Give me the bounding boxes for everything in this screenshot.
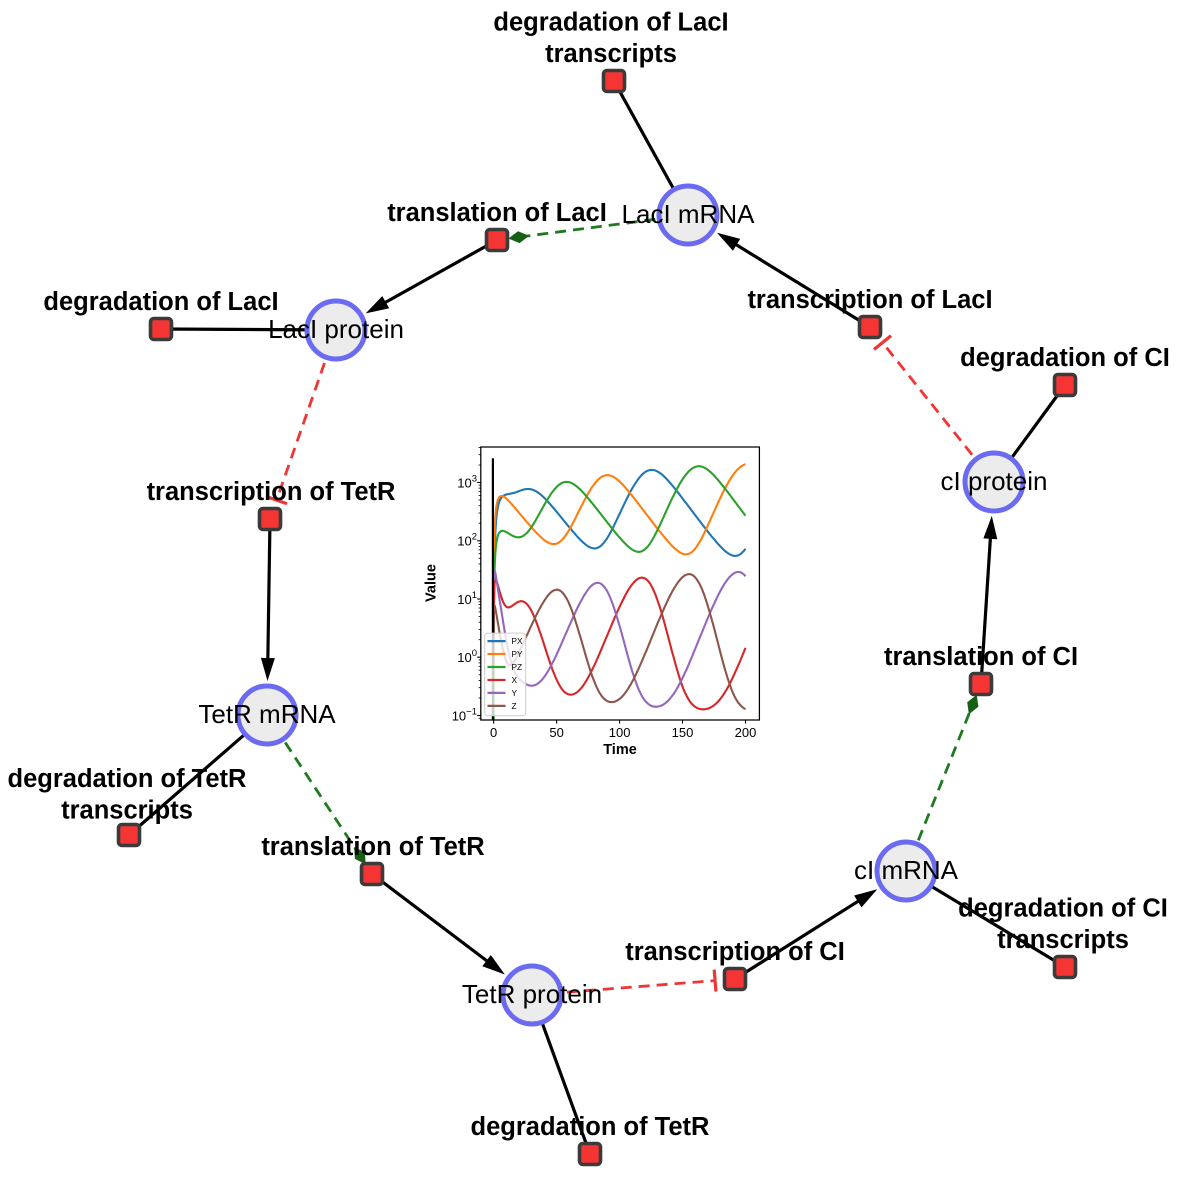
svg-text:transcription of CI: transcription of CI [625,938,845,966]
svg-text:cI protein: cI protein [941,466,1048,496]
svg-text:Y: Y [512,688,518,698]
svg-text:X: X [512,675,518,685]
svg-text:transcription of LacI: transcription of LacI [747,286,992,314]
svg-text:Time: Time [603,742,637,758]
svg-text:translation of TetR: translation of TetR [261,833,484,861]
svg-text:50: 50 [549,725,563,740]
svg-text:transcripts: transcripts [997,926,1129,954]
svg-text:PX: PX [512,636,524,646]
svg-text:degradation of CI: degradation of CI [958,895,1168,923]
svg-text:200: 200 [735,725,757,740]
svg-text:translation of LacI: translation of LacI [387,199,607,227]
svg-text:LacI protein: LacI protein [268,314,404,344]
svg-text:Z: Z [512,701,517,711]
svg-text:degradation of CI: degradation of CI [960,344,1170,372]
svg-text:LacI mRNA: LacI mRNA [622,199,756,229]
svg-text:PY: PY [512,649,524,659]
svg-text:TetR mRNA: TetR mRNA [198,699,336,729]
svg-text:transcripts: transcripts [61,797,193,825]
svg-text:degradation of TetR: degradation of TetR [471,1113,710,1141]
svg-text:0: 0 [490,725,497,740]
svg-text:degradation of LacI: degradation of LacI [493,9,728,37]
svg-text:150: 150 [672,725,694,740]
svg-text:100: 100 [609,725,631,740]
svg-text:transcripts: transcripts [545,40,677,68]
svg-text:TetR protein: TetR protein [462,979,602,1009]
svg-text:transcription of TetR: transcription of TetR [147,478,396,506]
svg-text:degradation of LacI: degradation of LacI [43,288,278,316]
svg-text:cI mRNA: cI mRNA [854,855,959,885]
svg-text:translation of CI: translation of CI [884,643,1078,671]
svg-text:degradation of TetR: degradation of TetR [8,765,247,793]
svg-text:PZ: PZ [512,662,523,672]
svg-text:Value: Value [424,564,440,602]
